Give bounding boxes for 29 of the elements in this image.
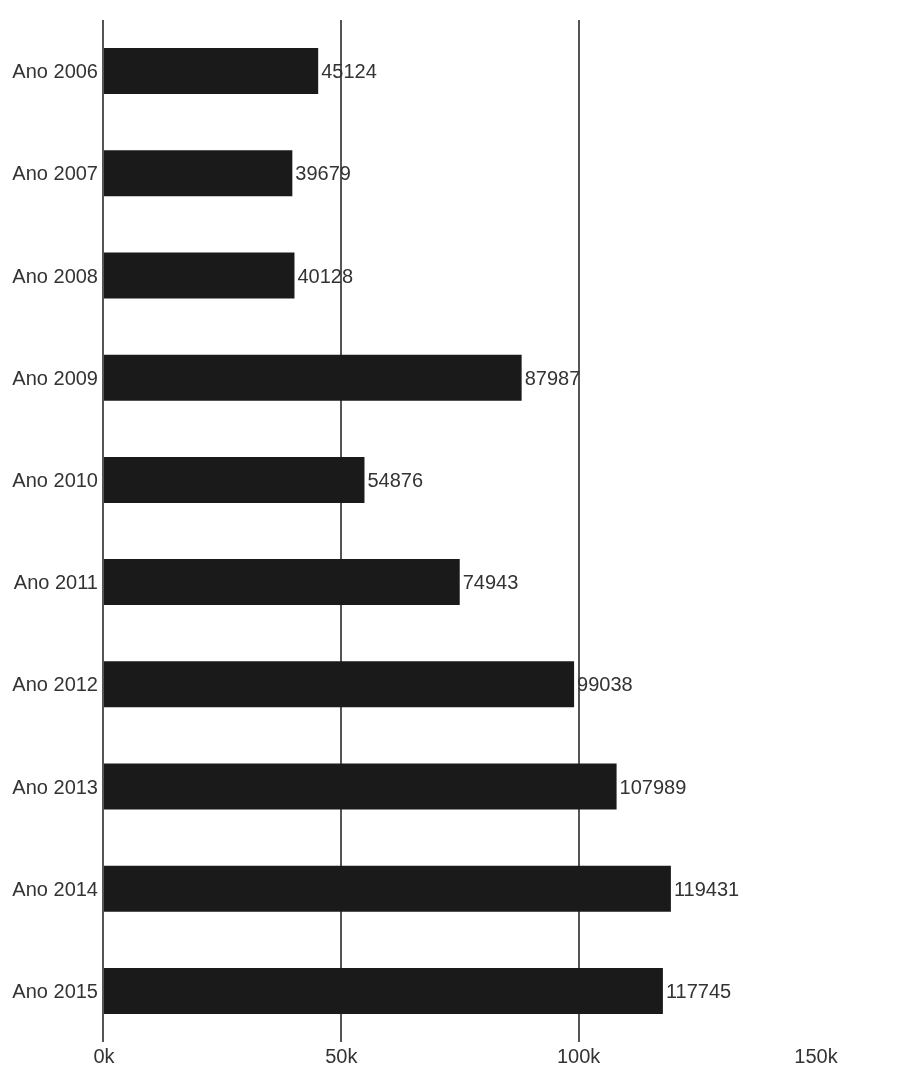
bar [104,150,293,197]
y-tick-label: Ano 2013 [12,775,98,798]
y-tick-label: Ano 2011 [13,571,98,594]
bar [104,456,365,503]
bar [104,48,319,95]
y-tick-label: Ano 2014 [12,877,98,900]
y-tick-label: Ano 2015 [12,979,98,1002]
x-tick-label: 100k [556,1045,602,1067]
bar [104,763,617,810]
data-label: 54876 [367,468,424,491]
bar [104,661,575,708]
x-tick-label: 0k [93,1045,116,1067]
y-tick-label: Ano 2007 [12,162,98,185]
bar [104,967,663,1014]
y-tick-label: Ano 2006 [12,60,98,83]
bar [104,865,671,912]
y-tick-label: Ano 2009 [12,366,98,389]
y-tick-label: Ano 2012 [12,673,98,696]
x-tick-label: 50k [325,1045,359,1067]
bar [104,559,460,606]
y-tick-label: Ano 2010 [12,468,98,491]
data-label: 74943 [462,571,519,594]
data-label: 117745 [665,979,732,1002]
bar [104,252,295,299]
bar [104,354,522,401]
x-tick-label: 150k [794,1045,839,1067]
data-label: 107989 [619,775,687,798]
data-label: 119431 [673,877,740,900]
y-tick-label: Ano 2008 [12,264,98,287]
